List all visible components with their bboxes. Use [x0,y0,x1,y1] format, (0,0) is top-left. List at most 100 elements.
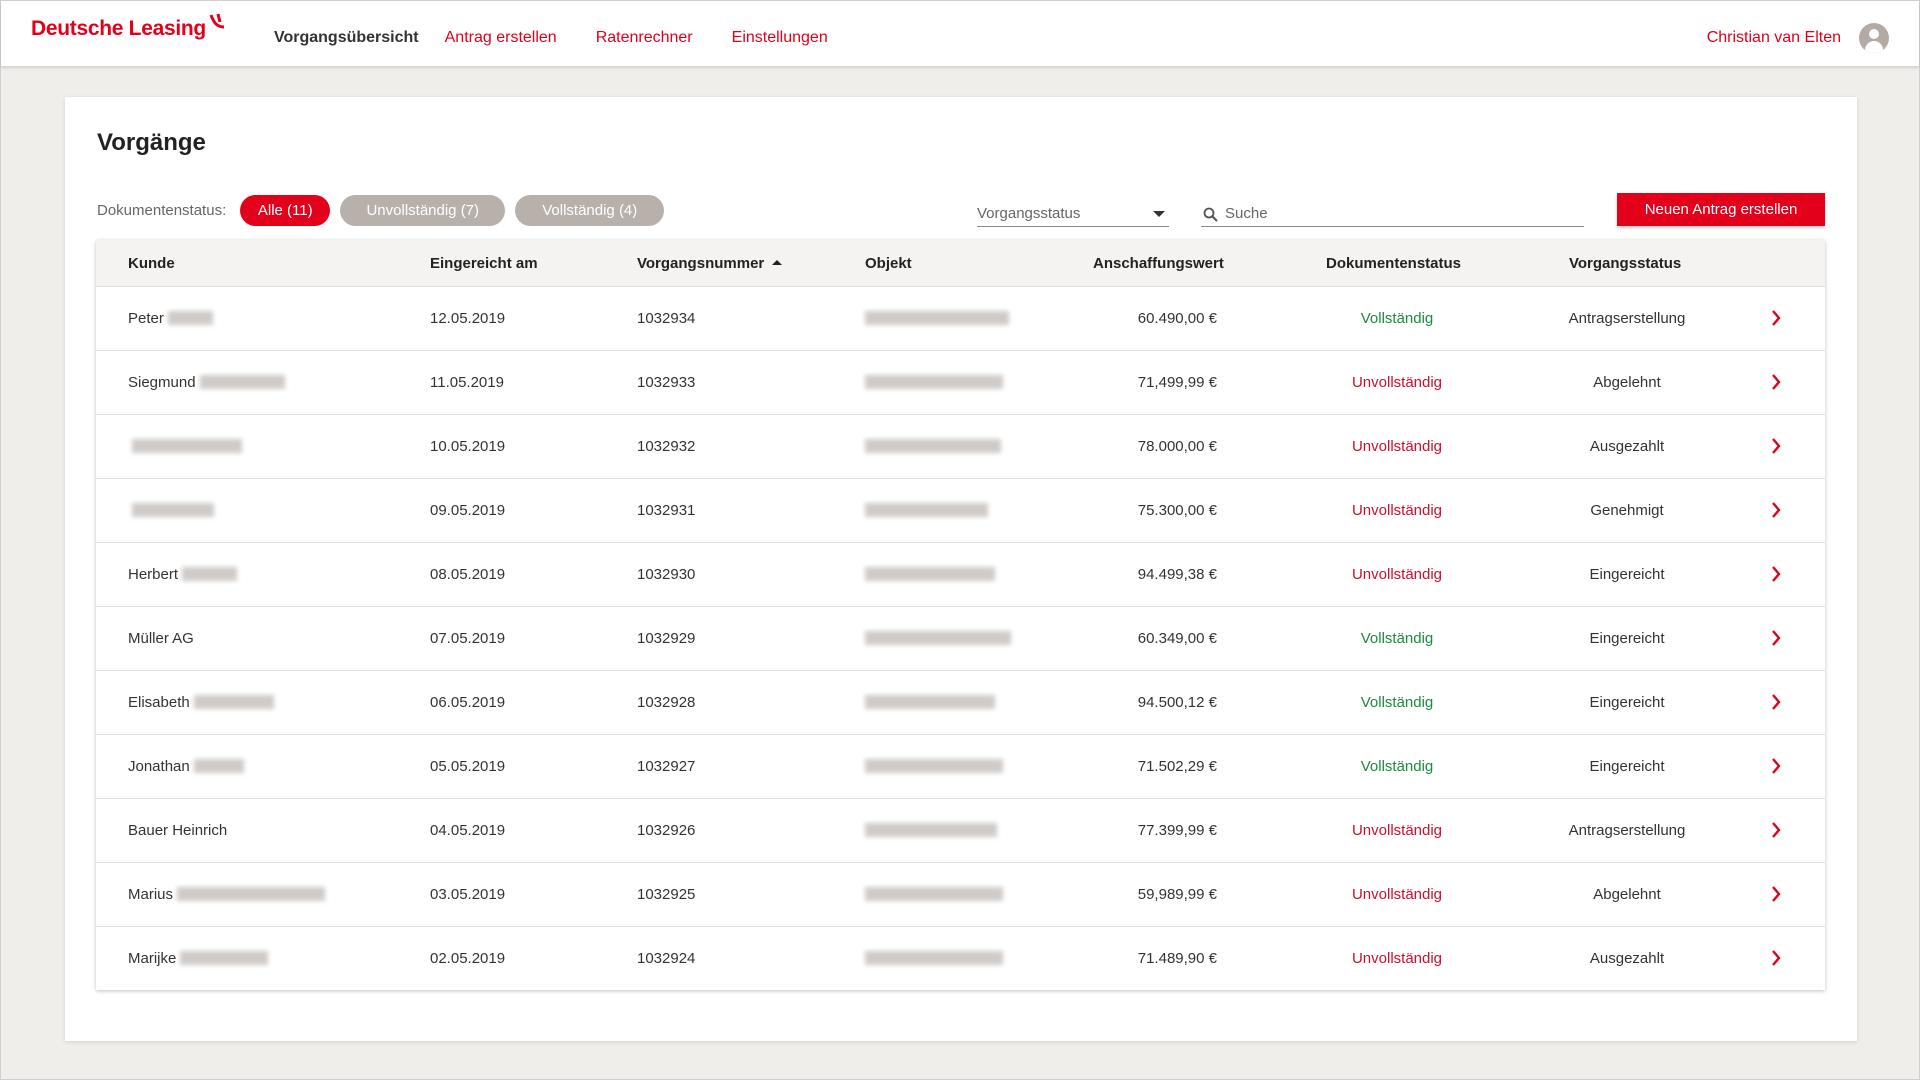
cell-eingereicht: 06.05.2019 [430,694,506,711]
redacted-object [865,951,1003,965]
cell-kunde: Herbert [128,566,238,583]
table-row[interactable]: Peter 12.05.2019 1032934 60.490,00 € Vollstä… [96,287,1825,351]
chevron-right-icon[interactable] [1770,949,1782,967]
table-row[interactable]: Jonathan 05.05.2019 1032927 71.502,29 € Voll… [96,735,1825,799]
cell-vorgangsnummer: 1032928 [637,694,696,711]
chevron-right-icon[interactable] [1770,693,1782,711]
chevron-right-icon[interactable] [1770,373,1782,391]
table-row[interactable]: Siegmund 11.05.2019 1032933 71,499,99 € Unvo… [96,351,1825,415]
column-header-kunde[interactable]: Kunde [128,255,175,272]
user-menu[interactable]: Christian van Elten [1707,23,1889,53]
cell-eingereicht: 05.05.2019 [430,758,506,775]
cell-dokumentenstatus: Vollständig [1360,758,1434,775]
chevron-right-icon[interactable] [1770,501,1782,519]
table-row[interactable]: Elisabeth 06.05.2019 1032928 94.500,12 € Vol… [96,671,1825,735]
user-avatar-icon[interactable] [1859,23,1889,53]
cell-dokumentenstatus: Unvollständig [1351,438,1443,455]
search-input[interactable]: Suche [1201,201,1584,227]
table-row[interactable]: Herbert 08.05.2019 1032930 94.499,38 € Unvol… [96,543,1825,607]
cell-dokumentenstatus: Unvollständig [1351,950,1443,967]
chevron-right-icon[interactable] [1770,757,1782,775]
redacted-name [180,951,269,965]
cell-eingereicht: 07.05.2019 [430,630,506,647]
redacted-object [865,311,1009,325]
cell-objekt [865,502,988,519]
cell-vorgangsnummer: 1032925 [637,886,696,903]
redacted-object [865,887,1003,901]
kunde-name: Peter [128,310,164,327]
cell-eingereicht: 11.05.2019 [430,374,504,391]
table-row[interactable]: Marijke 02.05.2019 1032924 71.489,90 € Unvol… [96,927,1825,990]
cell-vorgangsnummer: 1032924 [637,950,696,967]
user-name[interactable]: Christian van Elten [1706,29,1841,46]
dropdown-caret-icon [1153,211,1165,217]
cell-kunde: Peter [128,310,213,327]
filter-label: Dokumentenstatus: [97,202,227,219]
kunde-name: Marius [128,886,174,903]
table-row[interactable]: Marius 03.05.2019 1032925 59,989,99 € Unvoll… [96,863,1825,927]
cell-objekt [865,566,995,583]
chevron-right-icon[interactable] [1770,565,1782,583]
table-row[interactable]: Müller AG 07.05.2019 1032929 60.349,00 € Vol… [96,607,1825,671]
cell-vorgangsstatus: Antragserstellung [1568,310,1686,327]
cell-vorgangsstatus: Antragserstellung [1568,822,1686,839]
cell-kunde: Bauer Heinrich [128,822,227,839]
cell-eingereicht: 10.05.2019 [430,438,506,455]
main-card: Vorgänge Dokumentenstatus: Alle (11) Unv… [65,97,1857,1041]
cell-objekt [865,310,1009,327]
table-row[interactable]: Bauer Heinrich 04.05.2019 1032926 77.399,99… [96,799,1825,863]
cell-anschaffungswert: 75.300,00 € [1137,502,1217,519]
redacted-object [865,503,988,517]
table-row[interactable]: 09.05.2019 1032931 75.300,00 € Unvollständi… [96,479,1825,543]
search-icon [1203,207,1218,222]
redacted-object [865,439,1001,453]
cell-anschaffungswert: 71.502,29 € [1137,758,1217,775]
column-header-eingereicht[interactable]: Eingereicht am [430,255,538,272]
nav-item-antrag-erstellen[interactable]: Antrag erstellen [444,29,557,46]
cell-vorgangsnummer: 1032927 [637,758,696,775]
filter-chip-vollstaendig[interactable]: Vollständig (4) [515,195,665,226]
column-header-vorgangsstatus[interactable]: Vorgangsstatus [1569,255,1682,272]
redacted-object [865,823,997,837]
redacted-name [132,439,242,453]
page-title: Vorgänge [97,129,206,156]
column-header-objekt[interactable]: Objekt [865,255,912,272]
chevron-right-icon[interactable] [1770,885,1782,903]
kunde-name: Herbert [128,566,179,583]
new-application-button[interactable]: Neuen Antrag erstellen [1617,193,1825,226]
cell-objekt [865,886,1003,903]
top-navigation-bar: Deutsche Leasing Vorgangsübersicht Antra… [1,1,1919,66]
chevron-right-icon[interactable] [1770,309,1782,327]
cell-dokumentenstatus: Vollständig [1360,630,1434,647]
cell-dokumentenstatus: Unvollständig [1351,886,1443,903]
filter-chip-unvollstaendig[interactable]: Unvollständig (7) [340,195,506,226]
nav-item-einstellungen[interactable]: Einstellungen [731,29,828,46]
nav-item-ratenrechner[interactable]: Ratenrechner [595,29,693,46]
chevron-right-icon[interactable] [1770,437,1782,455]
vorgangsstatus-select[interactable]: Vorgangsstatus [977,201,1169,227]
redacted-object [865,375,1003,389]
column-header-dokumentenstatus[interactable]: Dokumentenstatus [1326,255,1462,272]
filter-chip-alle[interactable]: Alle (11) [240,195,331,226]
table-header: Kunde Eingereicht am Vorgangsnummer Obje… [96,240,1825,287]
cell-vorgangsstatus: Genehmigt [1590,502,1664,519]
column-header-anschaffungswert[interactable]: Anschaffungswert [1093,255,1224,272]
kunde-name: Bauer Heinrich [128,822,228,839]
brand-logo[interactable]: Deutsche Leasing [31,13,226,41]
vorgangsstatus-placeholder: Vorgangsstatus [977,205,1081,222]
cell-dokumentenstatus: Vollständig [1360,694,1434,711]
column-header-vorgangsnummer[interactable]: Vorgangsnummer [637,255,783,272]
cell-kunde [128,502,214,519]
redacted-object [865,759,1003,773]
nav-item-vorgangsuebersicht[interactable]: Vorgangsübersicht [274,29,419,46]
cell-dokumentenstatus: Unvollständig [1351,822,1443,839]
chevron-right-icon[interactable] [1770,821,1782,839]
chevron-right-icon[interactable] [1770,629,1782,647]
cell-eingereicht: 03.05.2019 [430,886,506,903]
cell-kunde: Siegmund [128,374,285,391]
kunde-name: Siegmund [128,374,196,391]
search-placeholder: Suche [1225,205,1268,222]
cell-vorgangsnummer: 1032926 [637,822,696,839]
table-row[interactable]: 10.05.2019 1032932 78.000,00 € Unvollständi… [96,415,1825,479]
cell-vorgangsnummer: 1032932 [637,438,696,455]
